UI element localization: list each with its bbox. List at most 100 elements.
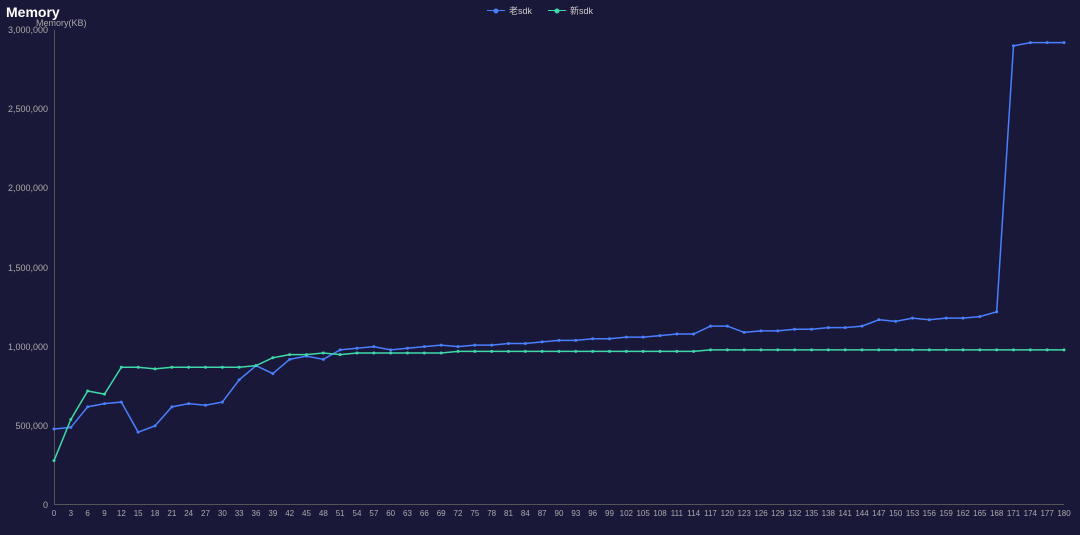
data-point[interactable] [53, 459, 56, 462]
data-point[interactable] [440, 352, 443, 355]
data-point[interactable] [541, 350, 544, 353]
data-point[interactable] [423, 352, 426, 355]
data-point[interactable] [861, 325, 864, 328]
data-point[interactable] [659, 350, 662, 353]
data-point[interactable] [204, 366, 207, 369]
data-point[interactable] [103, 402, 106, 405]
data-point[interactable] [154, 367, 157, 370]
data-point[interactable] [69, 426, 72, 429]
data-point[interactable] [962, 348, 965, 351]
data-point[interactable] [827, 326, 830, 329]
data-point[interactable] [255, 364, 258, 367]
data-point[interactable] [692, 350, 695, 353]
data-point[interactable] [574, 350, 577, 353]
data-point[interactable] [170, 366, 173, 369]
data-point[interactable] [1063, 41, 1066, 44]
data-point[interactable] [894, 348, 897, 351]
data-point[interactable] [406, 352, 409, 355]
data-point[interactable] [591, 350, 594, 353]
data-point[interactable] [137, 366, 140, 369]
data-point[interactable] [507, 342, 510, 345]
data-point[interactable] [608, 350, 611, 353]
data-point[interactable] [978, 348, 981, 351]
data-point[interactable] [928, 348, 931, 351]
legend-item-old-sdk[interactable]: 老sdk [487, 4, 532, 17]
data-point[interactable] [726, 348, 729, 351]
data-point[interactable] [692, 333, 695, 336]
data-point[interactable] [473, 350, 476, 353]
data-point[interactable] [625, 350, 628, 353]
data-point[interactable] [1029, 348, 1032, 351]
data-point[interactable] [558, 350, 561, 353]
data-point[interactable] [288, 358, 291, 361]
data-point[interactable] [558, 339, 561, 342]
data-point[interactable] [1046, 348, 1049, 351]
data-point[interactable] [372, 352, 375, 355]
data-point[interactable] [238, 366, 241, 369]
data-point[interactable] [1063, 348, 1066, 351]
data-point[interactable] [339, 348, 342, 351]
data-point[interactable] [356, 347, 359, 350]
data-point[interactable] [877, 348, 880, 351]
legend-item-new-sdk[interactable]: 新sdk [548, 4, 593, 17]
data-point[interactable] [406, 347, 409, 350]
data-point[interactable] [69, 418, 72, 421]
data-point[interactable] [978, 315, 981, 318]
data-point[interactable] [810, 348, 813, 351]
data-point[interactable] [271, 372, 274, 375]
data-point[interactable] [507, 350, 510, 353]
data-point[interactable] [709, 348, 712, 351]
data-point[interactable] [457, 350, 460, 353]
data-point[interactable] [642, 336, 645, 339]
data-point[interactable] [541, 340, 544, 343]
data-point[interactable] [810, 328, 813, 331]
data-point[interactable] [928, 318, 931, 321]
data-point[interactable] [760, 329, 763, 332]
data-point[interactable] [911, 348, 914, 351]
data-point[interactable] [1012, 44, 1015, 47]
data-point[interactable] [793, 328, 796, 331]
data-point[interactable] [675, 333, 678, 336]
data-point[interactable] [894, 320, 897, 323]
data-point[interactable] [204, 404, 207, 407]
data-point[interactable] [305, 353, 308, 356]
data-point[interactable] [642, 350, 645, 353]
data-point[interactable] [372, 345, 375, 348]
data-point[interactable] [524, 350, 527, 353]
data-point[interactable] [776, 348, 779, 351]
data-point[interactable] [389, 352, 392, 355]
data-point[interactable] [238, 378, 241, 381]
data-point[interactable] [154, 424, 157, 427]
data-point[interactable] [86, 405, 89, 408]
data-point[interactable] [1029, 41, 1032, 44]
data-point[interactable] [945, 348, 948, 351]
data-point[interactable] [490, 350, 493, 353]
data-point[interactable] [945, 317, 948, 320]
data-point[interactable] [440, 344, 443, 347]
data-point[interactable] [675, 350, 678, 353]
data-point[interactable] [221, 401, 224, 404]
data-point[interactable] [137, 431, 140, 434]
data-point[interactable] [995, 310, 998, 313]
data-point[interactable] [322, 352, 325, 355]
data-point[interactable] [995, 348, 998, 351]
data-point[interactable] [339, 353, 342, 356]
data-point[interactable] [574, 339, 577, 342]
data-point[interactable] [103, 393, 106, 396]
data-point[interactable] [911, 317, 914, 320]
data-point[interactable] [322, 358, 325, 361]
data-point[interactable] [473, 344, 476, 347]
data-point[interactable] [793, 348, 796, 351]
data-point[interactable] [709, 325, 712, 328]
data-point[interactable] [389, 348, 392, 351]
data-point[interactable] [844, 326, 847, 329]
data-point[interactable] [86, 390, 89, 393]
data-point[interactable] [271, 356, 274, 359]
data-point[interactable] [1012, 348, 1015, 351]
data-point[interactable] [877, 318, 880, 321]
data-point[interactable] [760, 348, 763, 351]
data-point[interactable] [962, 317, 965, 320]
data-point[interactable] [120, 401, 123, 404]
data-point[interactable] [659, 334, 662, 337]
data-point[interactable] [743, 331, 746, 334]
